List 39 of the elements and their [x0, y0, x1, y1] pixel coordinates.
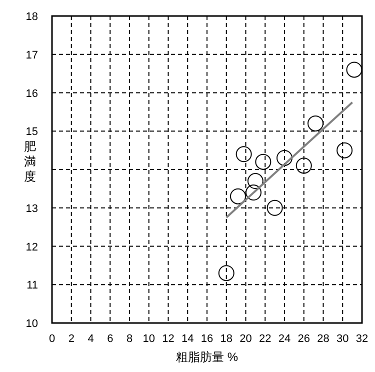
point [255, 154, 272, 170]
point [276, 150, 292, 166]
x-tick-label: 20 [240, 333, 252, 345]
y-tick-label: 11 [26, 280, 38, 292]
x-tick-label: 2 [68, 333, 74, 345]
x-tick-label: 28 [317, 333, 330, 345]
x-tick-label: 14 [182, 333, 194, 345]
y-tick-label: 15 [26, 126, 38, 138]
x-tick-label: 30 [336, 333, 349, 345]
point [336, 142, 353, 158]
y-axis-title: 肥満度 [24, 140, 36, 184]
point [308, 115, 324, 132]
x-tick-label: 6 [107, 333, 114, 345]
x-tick-label: 26 [298, 333, 310, 345]
y-tick-label: 16 [26, 88, 38, 100]
x-tick-label: 8 [126, 333, 133, 345]
y-tick-label: 13 [26, 202, 38, 215]
y-tick-label: 10 [26, 318, 38, 330]
x-tick-label: 4 [88, 333, 94, 345]
point [247, 173, 264, 190]
point [218, 265, 234, 282]
y-tick-label: 18 [26, 11, 38, 23]
point [246, 184, 262, 201]
point [230, 188, 246, 204]
x-tick-label: 18 [220, 333, 232, 345]
x-tick-label: 12 [162, 333, 174, 345]
point [266, 200, 283, 216]
y-tick-label: 12 [26, 241, 38, 254]
point [296, 158, 312, 174]
x-tick-label: 16 [200, 333, 214, 345]
x-tick-label: 24 [278, 333, 291, 345]
x-tick-label: 0 [48, 333, 56, 345]
x-axis-title: 粗脂肪量 % [176, 350, 238, 364]
point [346, 62, 362, 78]
x-tick-label: 32 [356, 333, 368, 345]
x-tick-label: 10 [142, 333, 155, 345]
y-tick-label: 17 [26, 49, 38, 62]
point [236, 146, 252, 162]
x-tick-label: 22 [259, 333, 272, 345]
